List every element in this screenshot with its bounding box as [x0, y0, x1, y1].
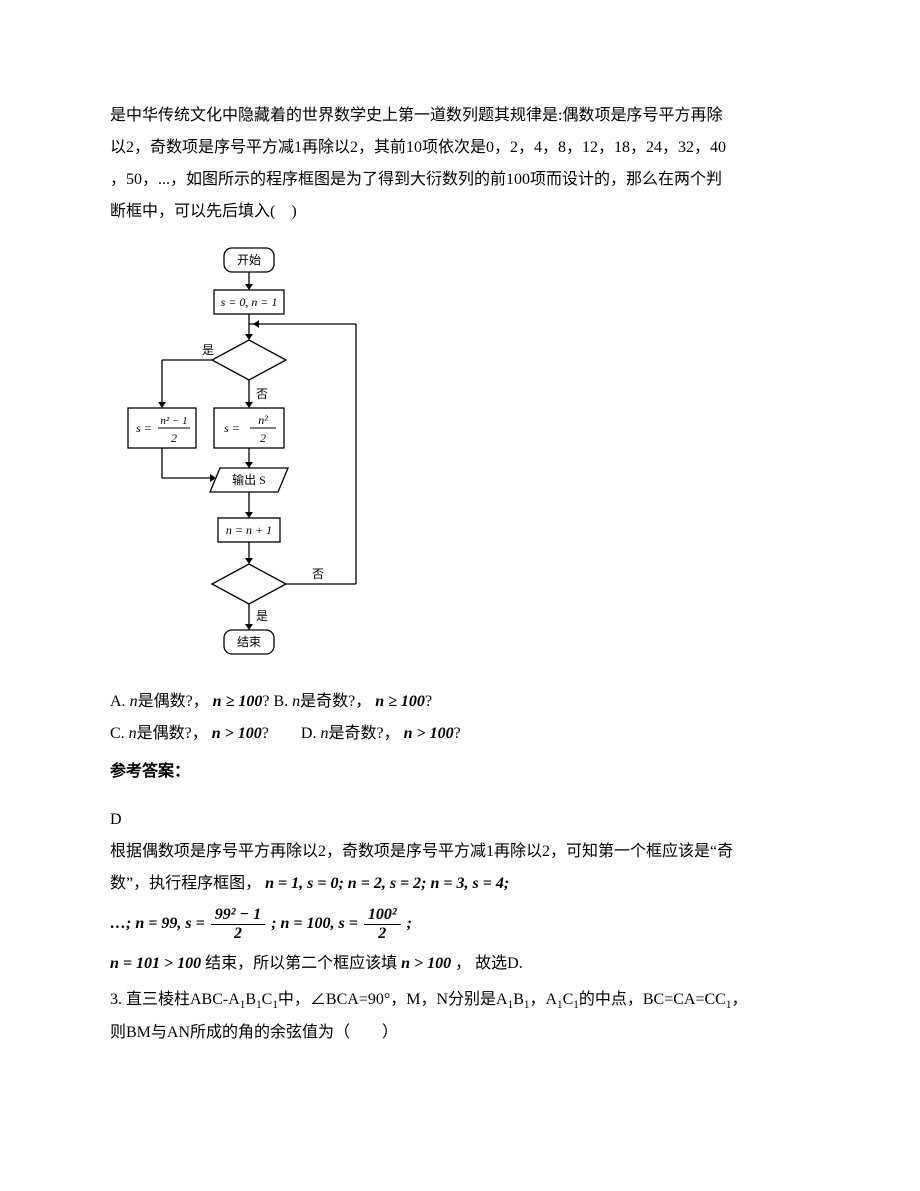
fc-left-den: 2 [171, 431, 177, 445]
expl-3-f2-den: 2 [364, 925, 401, 943]
opt-c-cond: n > 100 [212, 725, 262, 742]
fc-right-lhs: s = [224, 421, 240, 435]
opt-b-cond: n ≥ 100 [375, 693, 425, 710]
q3-h: 的中点，BC=CA=CC [579, 991, 726, 1008]
fc-right-den: 2 [260, 431, 266, 445]
fc-right-num: n² [258, 413, 268, 427]
q3-f: ，A [529, 991, 557, 1008]
opt-a-q: ? [262, 693, 269, 710]
opt-a-pre: A. [110, 693, 130, 710]
fc-inc: n = n + 1 [226, 523, 272, 537]
fc-yes-2: 是 [256, 609, 268, 623]
expl-2-math: n = 1, s = 0; n = 2, s = 2; n = 3, s = 4… [265, 875, 509, 892]
opt-a-cond: n ≥ 100 [213, 693, 263, 710]
q3-line2: 则BM与AN所成的角的余弦值为（ ） [110, 1017, 810, 1049]
expl-3-f1-den: 2 [211, 925, 266, 943]
opt-d-mid: 是奇数?， [328, 725, 399, 742]
fc-yes-1: 是 [202, 343, 214, 357]
opt-d-cond: n > 100 [404, 725, 454, 742]
q3-i: ， [731, 991, 747, 1008]
expl-4-math: n = 101 > 100 [110, 955, 201, 972]
opt-b-q: ? [425, 693, 432, 710]
q3-a: 3. 直三棱柱ABC-A [110, 991, 240, 1008]
expl-1: 根据偶数项是序号平方再除以2，奇数项是序号平方减1再除以2，可知第一个框应该是“… [110, 836, 810, 868]
fc-start: 开始 [237, 253, 261, 267]
intro-line-1: 是中华传统文化中隐藏着的世界数学史上第一道数列题其规律是:偶数项是序号平方再除 [110, 100, 810, 132]
q3-e: B [513, 991, 524, 1008]
intro-line-3: ，50，...，如图所示的程序框图是为了得到大衍数列的前100项而设计的，那么在… [110, 164, 810, 196]
expl-3-f1-num: 99² − 1 [211, 906, 266, 925]
answer-value: D [110, 804, 810, 836]
fc-output: 输出 S [232, 472, 266, 487]
expl-4-txt2: ， 故选D. [455, 955, 523, 972]
opt-b-mid: 是奇数?， [300, 693, 371, 710]
intro-line-2: 以2，奇数项是序号平方减1再除以2，其前10项依次是0，2，4，8，12，18，… [110, 132, 810, 164]
fc-init: s = 0, n = 1 [221, 295, 278, 309]
expl-3-mid: ; n = 100, s = [271, 915, 358, 932]
opt-c-pre: C. [110, 725, 129, 742]
expl-3-tail: ; [407, 915, 412, 932]
q3-d: 中，∠BCA=90°，M，N分别是A [278, 991, 508, 1008]
expl-3-lead: …; n = 99, s = [110, 915, 205, 932]
opt-a-n: n [130, 693, 138, 710]
fc-left-num: n² − 1 [160, 415, 187, 427]
q3-b: B [245, 991, 256, 1008]
expl-3-f2-num: 100² [364, 906, 401, 925]
opt-d-pre: D. [301, 725, 321, 742]
expl-2-pre: 数”，执行程序框图， [110, 875, 261, 892]
q3-g: C [563, 991, 574, 1008]
fc-end: 结束 [237, 635, 261, 649]
options: A. n是偶数?， n ≥ 100? B. n是奇数?， n ≥ 100? C.… [110, 686, 810, 750]
flowchart: 开始 s = 0, n = 1 是 否 s = n [116, 242, 810, 674]
opt-c-n: n [129, 725, 137, 742]
q3-c: C [262, 991, 273, 1008]
opt-c-q: ? [262, 725, 269, 742]
opt-c-mid: 是偶数?， [137, 725, 208, 742]
fc-no-2: 否 [312, 567, 324, 581]
expl-4-math2: n > 100 [401, 955, 451, 972]
fc-left-lhs: s = [136, 421, 152, 435]
fc-no-1: 否 [256, 387, 268, 401]
intro-line-4: 断框中，可以先后填入( ) [110, 196, 810, 228]
answer-label: 参考答案： [110, 756, 810, 788]
expl-3-frac1: 99² − 1 2 [211, 906, 266, 942]
opt-a-mid: 是偶数?， [138, 693, 209, 710]
opt-b-pre: B. [273, 693, 292, 710]
expl-4-txt1: 结束，所以第二个框应该填 [205, 955, 397, 972]
expl-3-frac2: 100² 2 [364, 906, 401, 942]
opt-d-q: ? [454, 725, 461, 742]
opt-b-n: n [292, 693, 300, 710]
